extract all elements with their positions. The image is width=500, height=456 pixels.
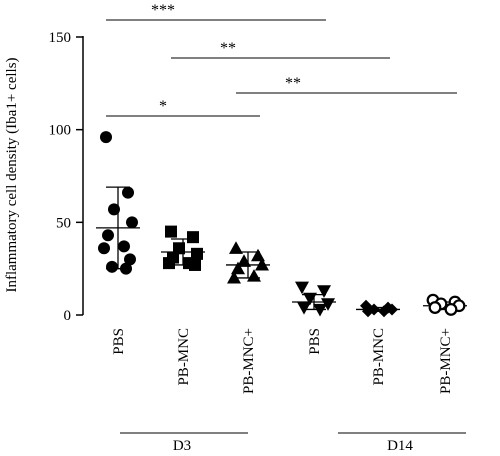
category-label: PB-MNC+ — [241, 328, 257, 394]
data-point — [317, 285, 331, 298]
data-point — [378, 305, 390, 318]
data-point — [229, 241, 243, 254]
data-point — [189, 258, 201, 271]
significance-stars: ** — [220, 40, 236, 57]
data-point — [191, 247, 203, 260]
data-point — [108, 203, 120, 216]
data-point — [126, 216, 138, 229]
series-5 — [423, 293, 467, 316]
data-point — [163, 257, 175, 270]
data-point — [237, 254, 251, 267]
data-point — [100, 131, 112, 144]
category-label: PB-MNC — [371, 328, 387, 386]
data-point — [120, 262, 132, 275]
significance-stars: ** — [285, 75, 301, 92]
data-point — [295, 281, 309, 295]
data-point — [173, 242, 185, 255]
significance-brackets: ******** — [106, 2, 457, 117]
data-point — [247, 269, 261, 282]
data-point — [362, 305, 374, 318]
data-point — [386, 303, 398, 316]
data-point — [165, 225, 177, 238]
significance-stars: * — [159, 98, 167, 115]
data-point — [255, 257, 269, 271]
data-point — [227, 270, 241, 284]
category-label: PBS — [111, 328, 127, 355]
data-point — [231, 261, 245, 275]
data-point — [122, 186, 134, 199]
data-point — [251, 248, 265, 262]
series-4 — [356, 299, 400, 318]
y-tick-label: 0 — [64, 308, 72, 324]
data-points — [96, 131, 467, 318]
category-label: PBS — [307, 328, 323, 355]
group-label: D3 — [173, 438, 191, 454]
data-point — [303, 292, 317, 306]
y-tick-label: 150 — [49, 30, 72, 46]
data-point — [321, 298, 335, 311]
y-tick-label: 50 — [56, 215, 71, 231]
category-labels: PBS PB-MNC PB-MNC+ PBS PB-MNC PB-MNC+ — [111, 328, 454, 394]
data-point — [297, 301, 311, 315]
axes: 0 50 100 150 — [49, 30, 84, 324]
significance-stars: *** — [151, 2, 175, 19]
category-label: PB-MNC+ — [438, 328, 454, 394]
category-label: PB-MNC — [176, 328, 192, 386]
data-point — [102, 229, 114, 242]
data-point — [106, 260, 118, 273]
y-axis-label: Inflammatory cell density (Iba1+ cells) — [4, 57, 20, 292]
data-point — [428, 301, 442, 314]
series-1 — [161, 225, 205, 271]
y-tick-label: 100 — [49, 123, 72, 139]
series-2 — [226, 241, 270, 284]
data-point — [444, 303, 458, 316]
data-point — [313, 303, 327, 317]
group-labels: D3 D14 — [120, 432, 466, 454]
data-point — [118, 240, 130, 253]
data-point — [124, 253, 136, 266]
group-label: D14 — [387, 438, 413, 454]
series-0 — [96, 131, 140, 275]
data-point — [98, 242, 110, 255]
data-point — [187, 231, 199, 244]
series-3 — [292, 281, 336, 317]
